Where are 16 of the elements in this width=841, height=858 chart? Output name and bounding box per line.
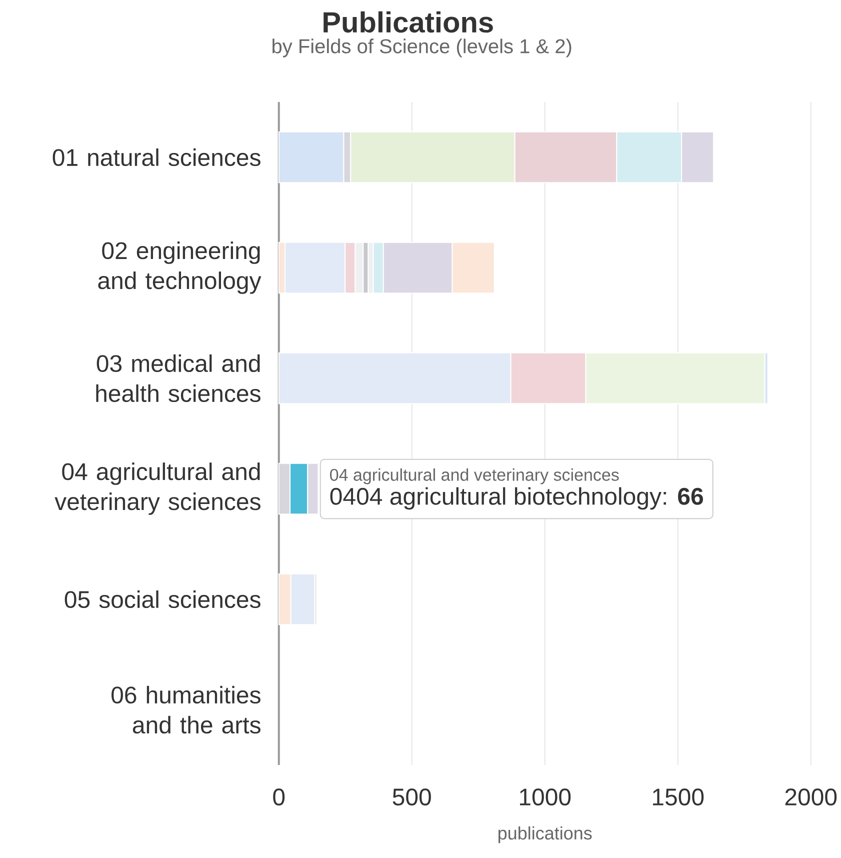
y-tick-label: 03 medical and health sciences	[96, 354, 260, 402]
x-tick-label: 1500	[653, 788, 704, 806]
chart-title: Publications	[324, 11, 493, 33]
y-tick-label: 01 natural sciences	[52, 148, 260, 166]
x-tick-label: 500	[392, 788, 431, 806]
y-tick-label: 06 humanities and the arts	[112, 686, 260, 734]
x-tick-label: 1000	[520, 788, 571, 806]
y-tick-label: 05 social sciences	[64, 590, 260, 608]
y-tick-label: 02 engineering and technology	[98, 242, 262, 294]
x-tick-label: 0	[273, 788, 285, 806]
annotation: 04 agricultural and veterinary sciences	[330, 468, 619, 484]
annotation: 0404 agricultural biotechnology: 66	[330, 487, 704, 510]
chart-subtitle: by Fields of Science (levels 1 & 2)	[272, 38, 572, 58]
x-tick-label: 2000	[785, 788, 837, 806]
x-axis-title: publications	[498, 826, 592, 844]
y-tick-label: 04 agricultural and veterinary sciences	[54, 462, 260, 515]
